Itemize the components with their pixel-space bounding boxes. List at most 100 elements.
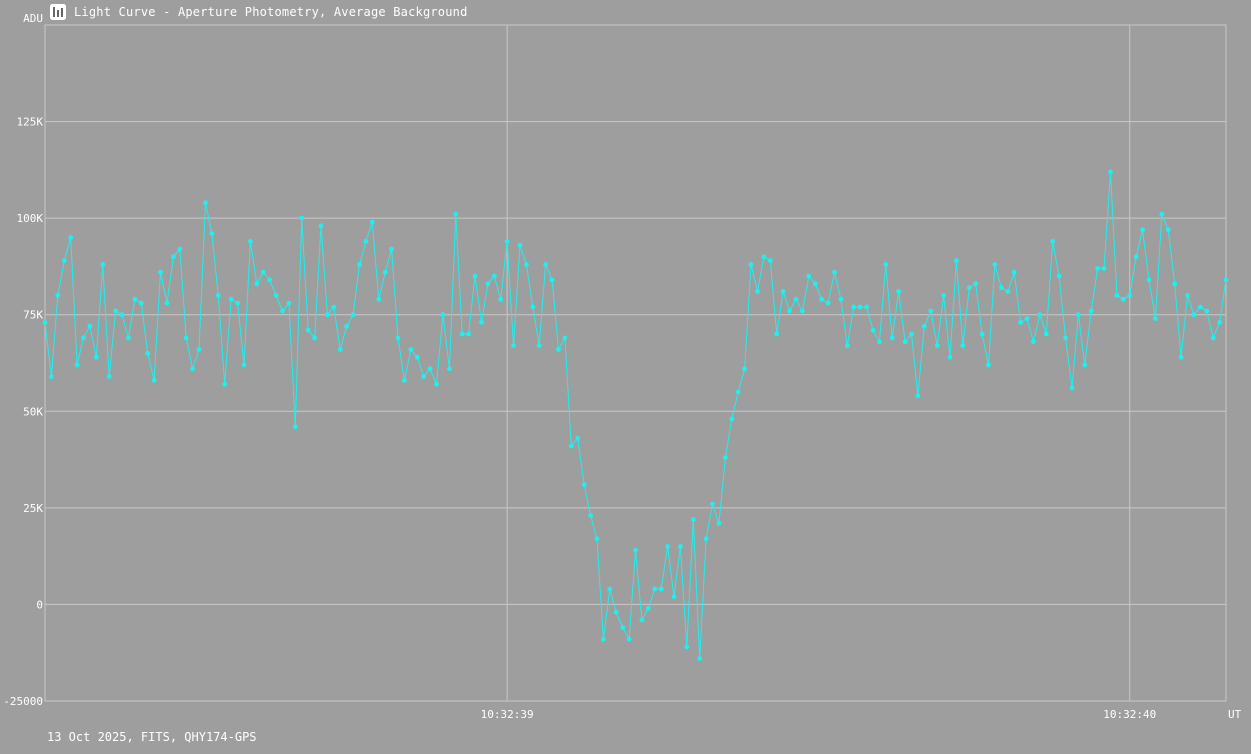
footer-info: 13 Oct 2025, FITS, QHY174-GPS: [47, 730, 257, 744]
data-point: [331, 304, 337, 310]
data-point: [1082, 362, 1088, 368]
data-point: [517, 242, 523, 248]
y-axis-label: ADU: [23, 12, 43, 25]
data-point: [235, 300, 241, 306]
data-point: [357, 262, 362, 267]
data-point: [543, 262, 548, 267]
data-point: [363, 238, 369, 244]
data-point: [369, 219, 375, 225]
data-point: [896, 289, 902, 294]
data-point: [1101, 266, 1107, 271]
data-point: [1056, 273, 1062, 279]
data-point: [74, 362, 80, 368]
data-point: [678, 544, 683, 549]
data-point: [254, 281, 260, 287]
data-point: [260, 269, 266, 275]
data-point: [344, 323, 350, 329]
data-point: [267, 277, 272, 283]
y-tick-label: 0: [36, 598, 43, 611]
data-point: [183, 335, 189, 341]
data-point: [395, 335, 401, 341]
data-point: [164, 300, 170, 306]
data-point: [434, 381, 439, 387]
data-point: [568, 443, 574, 449]
window-title: Light Curve - Aperture Photometry, Avera…: [74, 5, 468, 19]
data-point: [209, 231, 215, 237]
series-line: [44, 171, 1227, 659]
data-point: [729, 416, 735, 422]
data-point: [1172, 281, 1178, 287]
data-point: [138, 300, 144, 306]
y-tick-label: 50K: [23, 405, 43, 418]
data-point: [979, 331, 985, 337]
data-point: [748, 262, 754, 267]
data-point: [1197, 304, 1203, 310]
data-point: [1178, 354, 1184, 360]
data-point: [723, 455, 728, 460]
data-point: [382, 269, 388, 275]
data-point: [934, 343, 940, 348]
data-point: [973, 281, 979, 287]
data-point: [966, 285, 972, 291]
data-point: [498, 296, 504, 302]
data-point: [928, 308, 934, 314]
data-point: [459, 331, 465, 337]
data-point: [941, 293, 946, 298]
y-tick-label: -25000: [3, 695, 43, 708]
data-point: [1217, 320, 1222, 325]
data-point: [1005, 289, 1011, 294]
data-point: [222, 381, 228, 387]
data-point: [1191, 312, 1197, 318]
x-tick-label: 10:32:39: [481, 708, 534, 721]
data-point: [280, 308, 285, 314]
data-point: [793, 296, 799, 302]
data-point: [851, 304, 857, 310]
data-point: [755, 289, 760, 294]
data-point: [832, 269, 837, 275]
data-point: [1223, 277, 1229, 283]
data-point: [453, 211, 459, 217]
data-point: [877, 339, 882, 345]
data-point: [511, 343, 516, 348]
data-point: [1114, 293, 1120, 298]
title-bar: Light Curve - Aperture Photometry, Avera…: [50, 3, 468, 21]
data-point: [196, 347, 202, 352]
data-point: [812, 281, 818, 287]
data-point: [549, 277, 555, 283]
data-point: [639, 617, 645, 623]
data-point: [325, 312, 330, 318]
data-point: [864, 304, 869, 310]
chart-window-icon: [50, 4, 66, 20]
data-point: [915, 393, 921, 399]
data-point: [292, 424, 298, 430]
data-point: [49, 374, 54, 379]
data-point: [299, 215, 305, 221]
data-point: [921, 323, 927, 329]
data-point: [125, 335, 131, 341]
data-point: [337, 347, 343, 352]
data-point: [902, 339, 908, 345]
data-point: [588, 513, 593, 518]
data-point: [530, 304, 536, 310]
grid-lines: [44, 24, 1227, 702]
data-point: [1095, 266, 1100, 271]
data-point: [581, 482, 587, 488]
x-tick-label: 10:32:40: [1103, 708, 1156, 721]
data-point: [504, 238, 510, 244]
data-point: [883, 262, 889, 267]
data-point: [318, 223, 324, 229]
data-point: [286, 300, 292, 306]
data-point: [1043, 331, 1049, 337]
data-point: [119, 312, 125, 318]
data-point: [1210, 335, 1216, 341]
data-point: [1140, 227, 1145, 233]
data-point: [761, 254, 767, 260]
data-point: [312, 335, 317, 341]
data-point: [1069, 385, 1075, 391]
data-point: [68, 235, 74, 240]
data-point: [806, 273, 812, 279]
data-point: [1076, 312, 1081, 318]
data-point: [132, 296, 138, 302]
data-point: [1127, 293, 1133, 298]
data-point: [774, 331, 780, 337]
